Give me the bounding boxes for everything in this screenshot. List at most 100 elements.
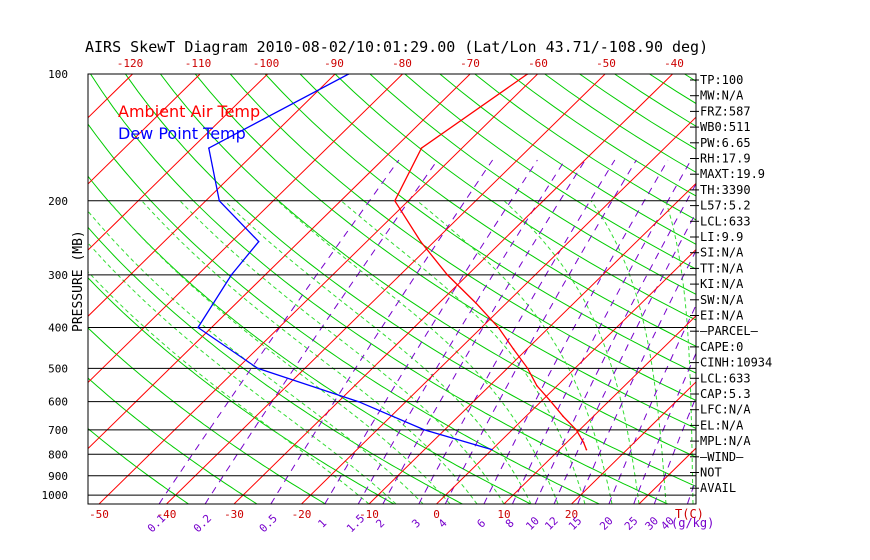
mixing-ratio-label: 3 bbox=[409, 517, 423, 531]
mixing-ratio-line bbox=[553, 211, 696, 504]
mixing-ratio-line bbox=[444, 159, 637, 504]
profile-point bbox=[582, 441, 585, 444]
side-panel-item: L57:5.2 bbox=[700, 199, 751, 213]
side-panel-item: FRZ:587 bbox=[700, 104, 751, 118]
isotherm-line bbox=[88, 74, 403, 384]
mixing-ratio-label: 1 bbox=[315, 517, 329, 531]
side-panel-item: LI:9.9 bbox=[700, 230, 743, 244]
moist-adiabat-line bbox=[179, 200, 505, 504]
top-temp-tick-label: -120 bbox=[117, 57, 144, 70]
side-panel-item: MAXT:19.9 bbox=[700, 167, 765, 181]
isotherm-line bbox=[98, 74, 538, 504]
top-temp-tick-label: -110 bbox=[185, 57, 212, 70]
plot-area bbox=[0, 74, 870, 504]
isotherm-line bbox=[88, 74, 268, 251]
bottom-temp-tick-label: -50 bbox=[89, 508, 109, 521]
dry-adiabat-line bbox=[334, 74, 696, 321]
moist-adiabat-line bbox=[224, 200, 532, 504]
dry-adiabat-line bbox=[229, 74, 696, 402]
side-panel-item: PW:6.65 bbox=[700, 136, 751, 150]
mixing-ratio-label: 0.5 bbox=[257, 512, 280, 535]
side-panel-item: —PARCEL— bbox=[700, 324, 759, 338]
mixing-ratio-label: 4 bbox=[436, 516, 450, 530]
profile-point bbox=[197, 326, 199, 329]
dry-adiabat-line bbox=[789, 74, 870, 504]
pressure-tick-labels: 100 200 300 400 500 600 700 800 900 1000 bbox=[42, 68, 69, 502]
dry-adiabat-line bbox=[88, 327, 326, 504]
pressure-tick-label: 700 bbox=[48, 424, 68, 437]
moist-adiabat-line bbox=[108, 200, 451, 504]
pressure-tick-label: 400 bbox=[48, 322, 68, 335]
legend: Ambient Air Temp Dew Point Temp bbox=[118, 102, 260, 143]
dry-adiabat-line bbox=[439, 74, 696, 245]
isotherm-line bbox=[166, 74, 606, 504]
mixing-ratio-unit-label: (g/kg) bbox=[671, 516, 714, 530]
side-panel-item: MW:N/A bbox=[700, 89, 744, 103]
chart-title: AIRS SkewT Diagram 2010-08-02/10:01:29.0… bbox=[85, 38, 708, 56]
profile-point bbox=[394, 199, 396, 202]
isotherm-line bbox=[301, 116, 696, 504]
isotherm-line bbox=[233, 74, 673, 504]
mixing-ratio-line bbox=[418, 159, 616, 504]
dry-adiabat-line bbox=[88, 277, 395, 504]
bottom-temp-tick-label: -30 bbox=[224, 508, 244, 521]
side-panel-item: TT:N/A bbox=[700, 261, 744, 275]
dry-adiabat-line bbox=[824, 74, 870, 504]
dry-adiabat-line bbox=[160, 74, 696, 458]
profile-point bbox=[257, 240, 260, 243]
mixing-ratio-label: 20 bbox=[597, 514, 616, 533]
plot-frame bbox=[87, 73, 697, 505]
side-panel-item: CINH:10934 bbox=[700, 356, 772, 370]
isotherm-line bbox=[842, 74, 870, 504]
mixing-ratio-label: 6 bbox=[475, 517, 489, 531]
moist-adiabat-line bbox=[665, 200, 694, 504]
side-panel-item: NOT bbox=[700, 466, 722, 480]
side-panel-item: AVAIL bbox=[700, 481, 736, 495]
bottom-temp-tick-label: 20 bbox=[565, 508, 578, 521]
pressure-tick-label: 200 bbox=[48, 195, 68, 208]
bottom-temp-tick-labels: -50 -40 -30 -20 -10 0 10 20 bbox=[89, 508, 578, 521]
moist-adiabat-line bbox=[340, 200, 586, 504]
moist-adiabat-line bbox=[416, 200, 613, 504]
side-panel-item: MPL:N/A bbox=[700, 434, 751, 448]
moist-adiabats bbox=[88, 200, 694, 504]
legend-entry: Dew Point Temp bbox=[118, 124, 246, 143]
profile-point bbox=[526, 367, 529, 370]
profile-point bbox=[230, 274, 233, 276]
pressure-tick-label: 900 bbox=[48, 470, 68, 483]
profile-point bbox=[562, 415, 564, 418]
profile-point bbox=[512, 348, 515, 350]
mixing-ratio-label: 2 bbox=[373, 517, 387, 531]
isotherm-line bbox=[88, 74, 471, 450]
mixing-ratio-label: 12 bbox=[542, 514, 561, 533]
bottom-temp-tick-label: -40 bbox=[157, 508, 177, 521]
isotherm-line bbox=[436, 248, 696, 504]
profile-point bbox=[475, 302, 477, 304]
dry-adiabat-line bbox=[369, 74, 696, 295]
dry-adiabat-line bbox=[88, 123, 600, 504]
top-temp-tick-label: -80 bbox=[392, 57, 412, 70]
bottom-temp-tick-label: 10 bbox=[497, 508, 510, 521]
side-panel-item: EL:N/A bbox=[700, 418, 744, 432]
moist-adiabat-line bbox=[88, 270, 370, 504]
pressure-tick-label: 500 bbox=[48, 362, 68, 375]
pressure-tick-label: 100 bbox=[48, 68, 68, 81]
moist-adiabat-line bbox=[141, 200, 478, 504]
side-panel-item: EI:N/A bbox=[700, 309, 744, 323]
side-panel-item: SW:N/A bbox=[700, 293, 744, 307]
profile-point bbox=[357, 400, 360, 403]
profile-point bbox=[419, 240, 422, 243]
isotherm-line bbox=[0, 74, 65, 504]
side-panel-item: LCL:633 bbox=[700, 371, 751, 385]
dry-adiabat-line bbox=[859, 74, 870, 504]
mixing-ratio-line bbox=[324, 159, 538, 504]
dry-adiabat-line bbox=[404, 74, 696, 270]
profile-point bbox=[536, 384, 538, 387]
side-panel-item: —WIND— bbox=[700, 450, 744, 464]
y-axis-label: PRESSURE (MB) bbox=[71, 230, 86, 332]
top-temp-tick-label: -60 bbox=[528, 57, 548, 70]
side-panel-item: TP:100 bbox=[700, 73, 743, 87]
